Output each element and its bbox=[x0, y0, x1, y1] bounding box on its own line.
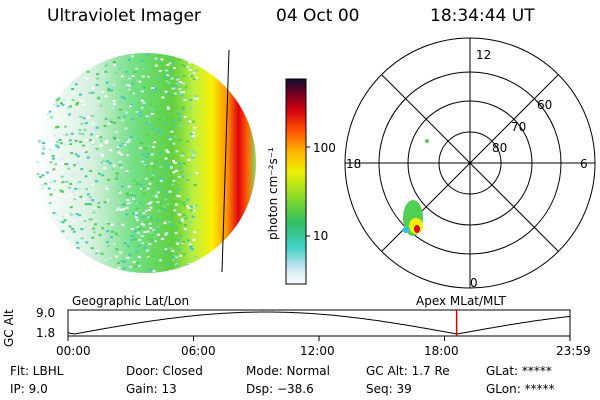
info-filter: Flt: LBHL bbox=[10, 364, 64, 378]
mlt-label-18: 18 bbox=[346, 157, 362, 171]
info-door: Door: Closed bbox=[126, 364, 203, 378]
polar-plot bbox=[344, 37, 596, 289]
info-gc-alt: GC Alt: 1.7 Re bbox=[366, 364, 450, 378]
terminator-line bbox=[221, 49, 230, 273]
timeline-xtick-1800: 18:00 bbox=[424, 344, 459, 358]
timeline-xtick-2359: 23:59 bbox=[556, 344, 591, 358]
timeline-ytick-9: 9.0 bbox=[36, 306, 56, 320]
timeline-ytick-1-8: 1.8 bbox=[36, 326, 56, 340]
colorbar-unit-label: photon cm⁻²s⁻¹ bbox=[266, 147, 280, 240]
colorbar-tick-10: 10 bbox=[313, 229, 329, 243]
info-seq: Seq: 39 bbox=[366, 382, 412, 396]
lat-label-60: 60 bbox=[537, 98, 553, 112]
info-glon: GLon: ***** bbox=[486, 382, 555, 396]
timeline-xtick-1200: 12:00 bbox=[300, 344, 335, 358]
info-dsp: Dsp: −38.6 bbox=[246, 382, 314, 396]
altitude-curve bbox=[67, 311, 571, 335]
timeline-left-label: Geographic Lat/Lon bbox=[72, 294, 190, 308]
info-gain: Gain: 13 bbox=[126, 382, 177, 396]
timeline-xtick-0600: 06:00 bbox=[181, 344, 216, 358]
info-mode: Mode: Normal bbox=[246, 364, 330, 378]
timeline-xtick-0000: 00:00 bbox=[56, 344, 91, 358]
lat-label-70: 70 bbox=[511, 120, 527, 134]
mlt-label-0: 0 bbox=[470, 276, 478, 290]
colorbar-tick-100: 100 bbox=[313, 141, 336, 155]
image-time: 18:34:44 UT bbox=[430, 6, 535, 26]
color-bar bbox=[285, 78, 307, 285]
info-glat: GLat: ***** bbox=[486, 364, 552, 378]
polar-aurora-patch bbox=[402, 139, 429, 236]
timeline-right-label: Apex MLat/MLT bbox=[416, 294, 506, 308]
lat-label-80: 80 bbox=[492, 141, 508, 155]
info-ip: IP: 9.0 bbox=[10, 382, 48, 396]
mlt-label-6: 6 bbox=[580, 157, 588, 171]
mlt-label-12: 12 bbox=[476, 48, 492, 62]
timeline-axis-title: GC Alt bbox=[2, 309, 16, 347]
image-date: 04 Oct 00 bbox=[276, 6, 360, 26]
image-title: Ultraviolet Imager bbox=[47, 6, 201, 26]
